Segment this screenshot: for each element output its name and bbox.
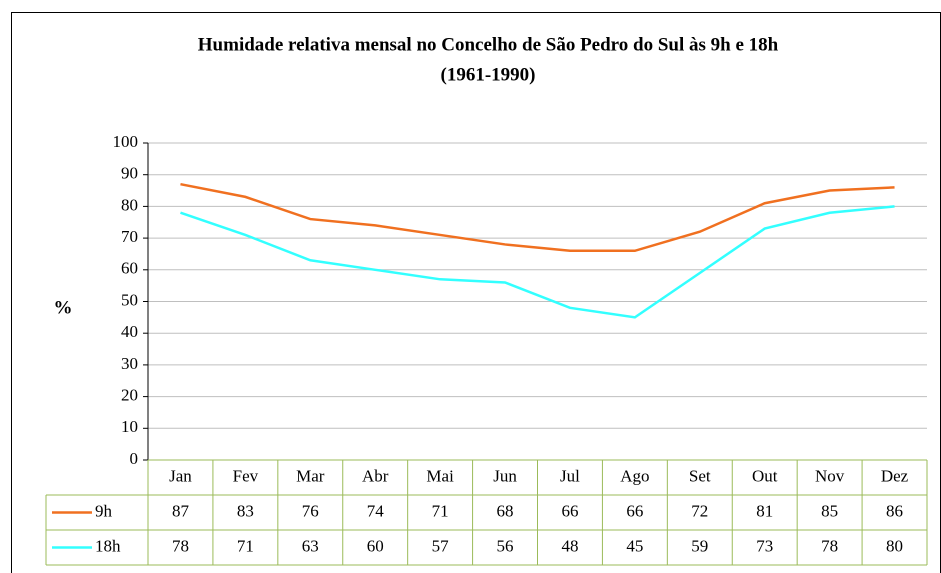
y-tick-label: 60 (121, 259, 138, 278)
x-tick-label: Fev (233, 466, 259, 485)
x-tick-label: Jul (560, 466, 580, 485)
table-value: 76 (302, 501, 319, 520)
legend-label: 18h (95, 536, 121, 555)
table-value: 60 (367, 536, 384, 555)
table-value: 48 (561, 536, 578, 555)
chart-title: Humidade relativa mensal no Concelho de … (198, 34, 779, 55)
y-tick-label: 30 (121, 354, 138, 373)
table-value: 87 (172, 501, 190, 520)
y-tick-label: 70 (121, 227, 138, 246)
chart-border (11, 12, 941, 573)
table-value: 81 (756, 501, 773, 520)
line-series (180, 205, 895, 319)
table-value: 63 (302, 536, 319, 555)
x-tick-label: Abr (362, 466, 389, 485)
table-value: 56 (497, 536, 514, 555)
table-value: 80 (886, 536, 903, 555)
x-tick-label: Jun (493, 466, 517, 485)
x-tick-label: Dez (881, 466, 909, 485)
x-tick-label: Jan (169, 466, 192, 485)
x-tick-label: Mar (296, 466, 325, 485)
table-value: 78 (821, 536, 838, 555)
table-value: 86 (886, 501, 903, 520)
x-tick-label: Ago (620, 466, 649, 485)
table-value: 74 (367, 501, 385, 520)
y-tick-label: 20 (121, 386, 138, 405)
x-tick-label: Out (752, 466, 778, 485)
table-value: 68 (497, 501, 514, 520)
table-value: 85 (821, 501, 838, 520)
table-value: 66 (626, 501, 643, 520)
y-tick-label: 50 (121, 290, 138, 309)
y-tick-label: 0 (130, 449, 139, 468)
x-tick-label: Mai (426, 466, 454, 485)
y-tick-label: 100 (113, 132, 139, 151)
y-tick-label: 40 (121, 322, 138, 341)
table-value: 78 (172, 536, 189, 555)
table-value: 71 (237, 536, 254, 555)
x-tick-label: Nov (815, 466, 845, 485)
legend-label: 9h (95, 501, 113, 520)
x-tick-label: Set (689, 466, 711, 485)
y-tick-label: 10 (121, 417, 138, 436)
chart-subtitle: (1961-1990) (441, 64, 536, 85)
table-value: 72 (691, 501, 708, 520)
y-tick-label: 80 (121, 195, 138, 214)
line-series (180, 182, 895, 253)
table-value: 66 (561, 501, 578, 520)
table-value: 73 (756, 536, 773, 555)
y-tick-label: 90 (121, 164, 138, 183)
table-value: 45 (626, 536, 643, 555)
table-value: 71 (432, 501, 449, 520)
table-value: 59 (691, 536, 708, 555)
table-value: 83 (237, 501, 254, 520)
table-value: 57 (432, 536, 450, 555)
y-axis-label: % (54, 297, 73, 318)
